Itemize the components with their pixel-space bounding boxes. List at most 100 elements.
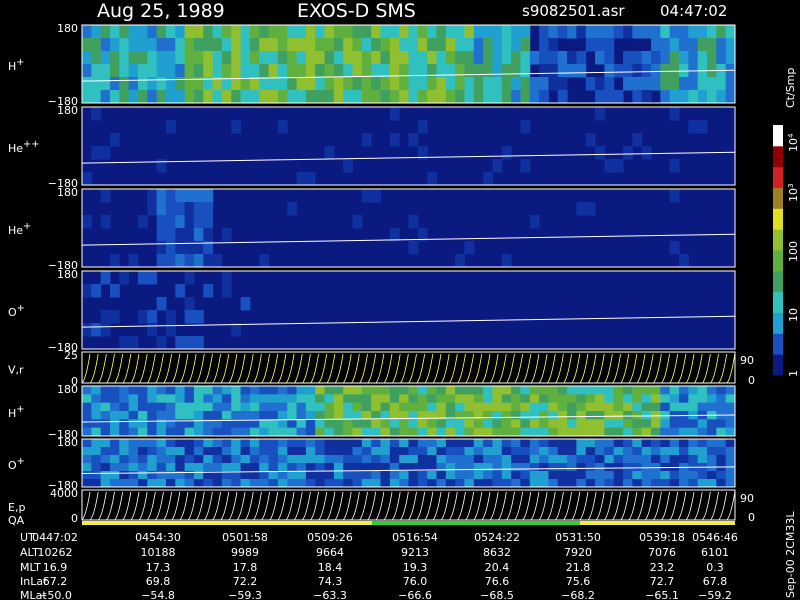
spectrogram-cell (109, 455, 120, 464)
spectrogram-cell (408, 51, 419, 65)
spectrogram-cell (501, 463, 512, 472)
cell: 76.6 (485, 575, 510, 588)
spectrogram-cell (203, 394, 214, 404)
spectrogram-cell (520, 386, 531, 395)
spectrogram-cell (399, 51, 409, 65)
spectrogram-cell (455, 402, 465, 412)
spectrogram-cell (305, 447, 316, 456)
spectrogram-cell (417, 146, 428, 160)
spectrogram-cell (660, 38, 671, 52)
spectrogram-cell (707, 471, 717, 480)
qa-bar (372, 521, 580, 525)
spectrogram-cell (483, 479, 493, 488)
spectrogram-cell (333, 77, 344, 91)
spectrogram-cell (128, 402, 139, 412)
spectrogram-cell (268, 439, 279, 448)
spectrogram-cell (137, 386, 148, 395)
spectrogram-cell (529, 215, 540, 229)
spectrogram-cell (417, 427, 428, 437)
spectrogram-cell (623, 64, 633, 78)
spectrogram-cell (436, 439, 447, 448)
cell: 9989 (231, 546, 259, 559)
spectrogram-cell (287, 25, 298, 39)
spectrogram-cell (203, 471, 214, 480)
label-sup: 4 (786, 133, 795, 138)
spectrogram-cell (249, 38, 260, 52)
footer-note: Sep-00 2CM33L (784, 511, 797, 598)
spectrogram-cell (352, 471, 363, 480)
spectrogram-cell (165, 215, 176, 229)
spectrogram-cell (445, 64, 456, 78)
spectrogram-cell (427, 427, 437, 437)
spectrogram-cell (119, 471, 130, 480)
spectrogram-cell (147, 25, 158, 39)
spectrogram-cell (352, 64, 363, 78)
spectrogram-cell (249, 471, 260, 480)
spectrogram-cell (483, 386, 493, 395)
spectrogram-cell (156, 455, 167, 464)
spectrogram-cell (520, 394, 531, 404)
spectrogram-cell (716, 51, 727, 65)
spectrogram-cell (156, 386, 167, 395)
spectrogram-cell (473, 439, 484, 448)
spectrogram-cell (520, 471, 531, 480)
spectrogram-cell (240, 455, 251, 464)
spectrogram-cell (520, 402, 531, 412)
colorbar-unit: Ct/Smp (784, 68, 797, 108)
spectrogram-cell (688, 402, 699, 412)
spectrogram-cell (240, 427, 251, 437)
spectrogram-cell (436, 479, 447, 488)
spectrogram-cell (193, 228, 204, 242)
spectrogram-cell (268, 386, 279, 395)
spectrogram-cell (100, 427, 111, 437)
spectrogram-cell (231, 427, 242, 437)
spectrogram-cell (175, 471, 186, 480)
spectrogram-cell (221, 447, 232, 456)
spectrogram-cell (361, 479, 372, 488)
spectrogram-cell (576, 51, 587, 65)
spectrogram-cell (240, 411, 251, 420)
spectrogram-cell (221, 455, 232, 464)
spectrogram-cell (389, 479, 400, 488)
spectrogram-cell (464, 386, 475, 395)
spectrogram-cell (137, 411, 148, 420)
spectrogram-cell (193, 336, 204, 350)
cell: 72.2 (233, 575, 258, 588)
spectrogram-cell (175, 202, 186, 216)
spectrogram-cell (361, 402, 372, 412)
spectrogram-cell (511, 90, 521, 104)
spectrogram-cell (352, 394, 363, 404)
spectrogram-cell (91, 323, 102, 337)
spectrogram-cell (595, 25, 605, 39)
spectrogram-cell (91, 439, 102, 448)
row-name: MLT (20, 561, 41, 574)
spectrogram-cell (436, 64, 447, 78)
spectrogram-cell (660, 471, 671, 480)
spectrogram-cell (511, 427, 521, 437)
spectrogram-cell (511, 439, 521, 448)
y2-bottom-label: 0 (748, 374, 755, 387)
row-name: InLat (20, 575, 48, 588)
spectrogram-cell (529, 402, 540, 412)
spectrogram-cell (548, 38, 559, 52)
spectrogram-cell (389, 38, 400, 52)
panel-frame (81, 351, 736, 384)
spectrogram-cell (511, 386, 521, 395)
spectrogram-cell (641, 402, 652, 412)
spectrogram-cell (455, 471, 465, 480)
spectrogram-cell (548, 479, 559, 488)
spectrogram-cell (455, 386, 465, 395)
spectrogram-cell (473, 419, 484, 429)
spectrogram-cell (315, 51, 326, 65)
spectrogram-cell (343, 479, 354, 488)
spectrogram-cell (343, 427, 354, 437)
spectrogram-cell (175, 254, 186, 268)
spectrogram-cell (641, 439, 652, 448)
spectrogram-cell (632, 419, 643, 429)
cell: 75.6 (566, 575, 591, 588)
spectrogram-cell (380, 411, 391, 420)
spectrogram-cell (119, 64, 130, 78)
spectrogram-cell (716, 38, 727, 52)
spectrogram-cell (399, 386, 409, 395)
spectrogram-cell (128, 25, 139, 39)
